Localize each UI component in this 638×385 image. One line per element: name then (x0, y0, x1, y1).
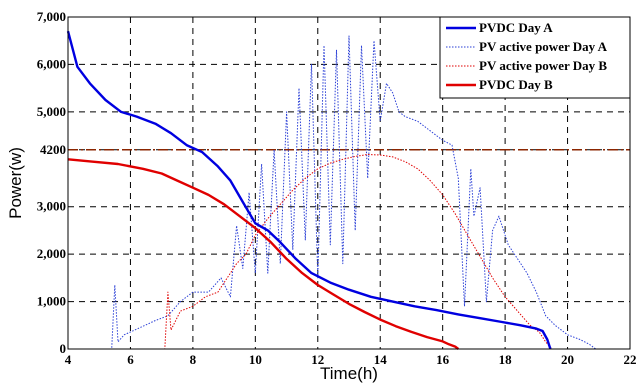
y-tick-label: 6,000 (37, 56, 66, 71)
series-line-pv-active-power-day-b (68, 154, 553, 350)
x-tick-label: 16 (436, 352, 450, 367)
legend: PVDC Day A PV active power Day A PV active… (439, 16, 631, 99)
series-layer (66, 30, 596, 350)
plot-frame (67, 16, 631, 350)
y-tick-label: 1,000 (37, 294, 66, 309)
series-line-pv-active-power-day-a (68, 35, 596, 350)
legend-label: PV active power Day B (479, 58, 607, 73)
legend-label: PVDC Day B (479, 77, 553, 92)
x-tick-label: 8 (190, 352, 197, 367)
y-tick-label: 7,000 (37, 9, 66, 24)
x-tick-label: 14 (374, 352, 388, 367)
legend-label: PV active power Day A (479, 39, 608, 54)
x-tick-label: 4 (65, 352, 72, 367)
x-tick-label: 6 (127, 352, 134, 367)
x-tick-labels: 4 6 8 10 12 14 16 18 20 22 (65, 352, 637, 367)
x-tick-label: 12 (311, 352, 324, 367)
y-tick-label: 2,000 (37, 246, 66, 261)
series-line-pvdc-day-b (67, 158, 460, 350)
y-axis-label: Power(w) (6, 147, 25, 219)
legend-label: PVDC Day A (479, 20, 553, 35)
x-tick-label: 10 (249, 352, 262, 367)
x-axis-label: Time(h) (320, 364, 378, 383)
y-tick-label: 0 (60, 341, 67, 356)
y-tick-label: 3,000 (37, 199, 66, 214)
y-tick-label: 4200 (40, 142, 66, 157)
y-tick-label: 5,000 (37, 104, 66, 119)
series-line-pvdc-day-a (66, 30, 552, 350)
x-tick-label: 18 (499, 352, 513, 367)
y-tick-labels: 0 1,000 2,000 3,000 4200 5,000 6,000 7,000 (37, 9, 66, 356)
x-tick-label: 20 (561, 352, 574, 367)
x-tick-label: 22 (624, 352, 637, 367)
